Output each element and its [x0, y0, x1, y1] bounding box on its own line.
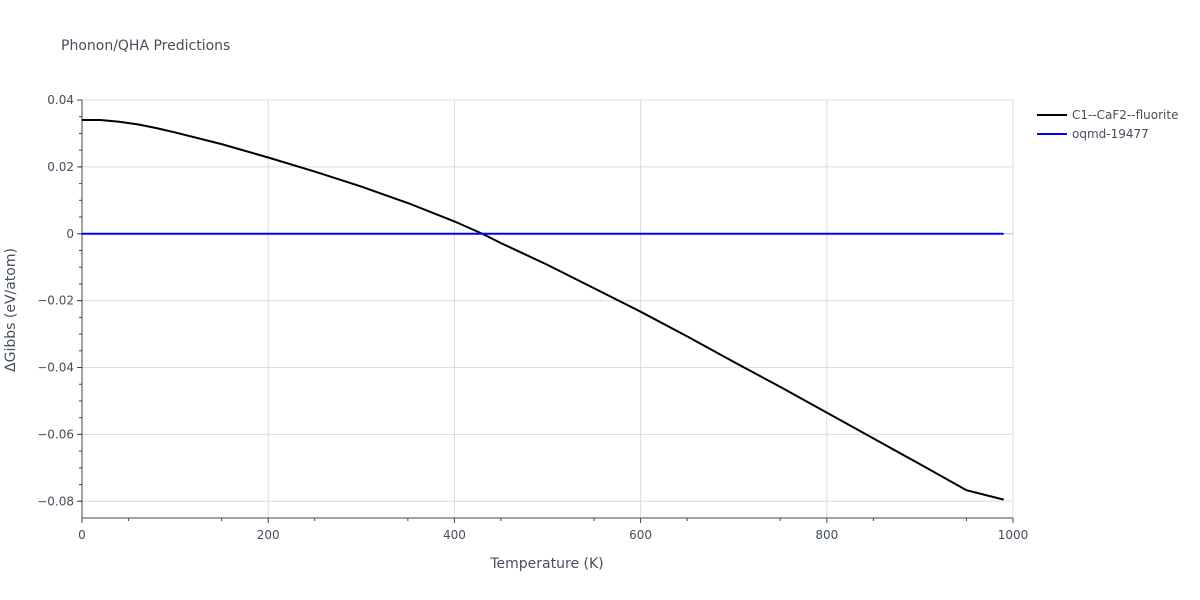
grid-lines [81, 99, 1014, 518]
legend-label: C1--CaF2--fluorite [1072, 108, 1178, 122]
y-tick-label: 0.02 [47, 160, 74, 174]
x-axis-title: Temperature (K) [489, 556, 603, 572]
axes: 0 200 400 600 800 1000 0.04 0.02 0 −0.02 −0.04 −0.0… [37, 93, 1028, 542]
y-axis-title: ΔGibbs (eV/atom) [3, 248, 19, 372]
y-tick-label: −0.04 [37, 361, 74, 375]
y-tick-label: 0 [66, 227, 74, 241]
chart-title: Phonon/QHA Predictions [61, 38, 230, 54]
y-tick-label: −0.02 [37, 294, 74, 308]
plot-area [82, 119, 1004, 501]
legend-item[interactable]: oqmd-19477 [1037, 127, 1149, 141]
x-tick-label: 200 [257, 528, 280, 542]
legend-label: oqmd-19477 [1072, 127, 1149, 141]
legend[interactable]: C1--CaF2--fluorite oqmd-19477 [1037, 108, 1178, 141]
y-tick-label: −0.06 [37, 427, 74, 441]
y-tick-label: −0.08 [37, 494, 74, 508]
series-line [82, 119, 1004, 501]
legend-item[interactable]: C1--CaF2--fluorite [1037, 108, 1178, 122]
x-tick-label: 0 [78, 528, 86, 542]
y-tick-label: 0.04 [47, 93, 74, 107]
x-tick-label: 600 [629, 528, 652, 542]
x-tick-label: 400 [443, 528, 466, 542]
x-tick-label: 800 [815, 528, 838, 542]
x-tick-label: 1000 [998, 528, 1029, 542]
